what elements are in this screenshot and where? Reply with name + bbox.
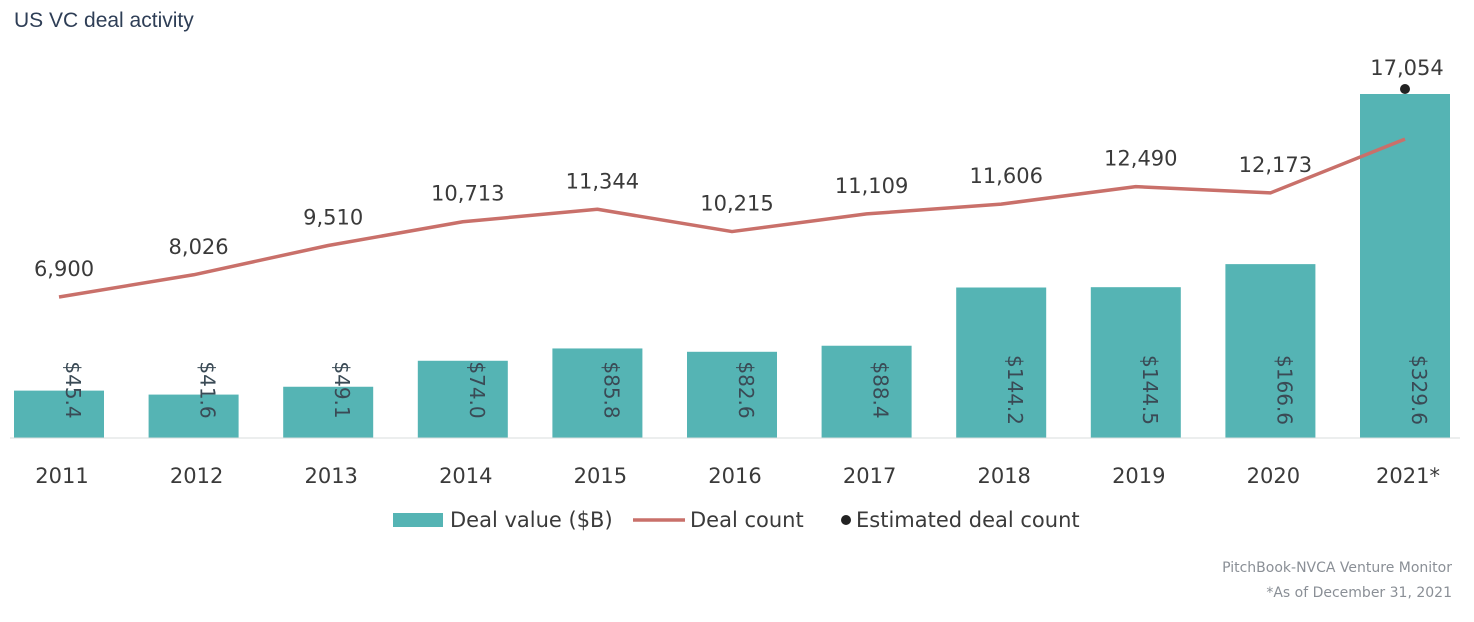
estimated-deal-count-point (1400, 84, 1410, 94)
x-tick-label: 2011 (35, 464, 88, 488)
bar-value-label: $74.0 (465, 361, 489, 418)
bar-2019 (1090, 287, 1181, 438)
deal-count-label: 12,173 (1239, 153, 1312, 177)
deal-count-label: 10,713 (431, 182, 504, 206)
bar-value-label: $41.6 (196, 361, 220, 418)
bar-2013 (283, 386, 374, 438)
bar-2011 (14, 390, 104, 438)
bar-value-label: $82.6 (734, 361, 758, 418)
bar-value-label: $88.4 (869, 361, 893, 418)
bar-2017 (821, 345, 912, 438)
deal-count-label: 8,026 (169, 235, 229, 259)
deal-count-label: 12,490 (1104, 147, 1177, 171)
x-axis-ticks: 2011 2012 2013 2014 2015 2016 2017 2018 2019 2020… (35, 464, 1440, 488)
x-tick-label: 2021* (1376, 464, 1440, 488)
deal-count-label: 6,900 (34, 257, 94, 281)
x-tick-label: 2018 (977, 464, 1030, 488)
legend-marker-estimated (841, 515, 851, 525)
estimated-deal-count-label: 17,054 (1370, 56, 1443, 80)
legend-label-estimated: Estimated deal count (856, 508, 1080, 532)
bar-2016 (687, 351, 777, 438)
bar-series: $45.4 $41.6 $49.1 $74.0 $85.8 $82.6 $88.4 $144.… (14, 94, 1450, 438)
bar-value-label: $329.6 (1407, 355, 1431, 425)
legend-label-deal-count: Deal count (690, 508, 804, 532)
bar-value-label: $144.5 (1138, 355, 1162, 425)
bar-2021 (1360, 94, 1450, 438)
x-tick-label: 2019 (1112, 464, 1165, 488)
chart-title: US VC deal activity (14, 9, 194, 32)
legend: Deal value ($B) Deal count Estimated dea… (393, 508, 1080, 532)
x-tick-label: 2016 (708, 464, 761, 488)
deal-count-label: 11,606 (969, 164, 1042, 188)
bar-2020 (1225, 264, 1316, 438)
bar-2012 (148, 394, 239, 438)
bar-value-label: $85.8 (599, 361, 623, 418)
x-tick-label: 2020 (1247, 464, 1300, 488)
bar-value-label: $49.1 (330, 361, 354, 418)
deal-count-line (58, 137, 1406, 299)
x-tick-label: 2017 (843, 464, 896, 488)
bar-value-label: $166.6 (1272, 355, 1296, 425)
legend-swatch-deal-value (393, 513, 443, 527)
footnote-text: *As of December 31, 2021 (1266, 585, 1452, 601)
source-text: PitchBook-NVCA Venture Monitor (1222, 560, 1452, 576)
deal-count-label: 11,344 (566, 169, 639, 193)
deal-count-label: 10,215 (700, 192, 773, 216)
bar-2015 (552, 348, 643, 438)
x-tick-label: 2012 (170, 464, 223, 488)
bar-2014 (417, 360, 508, 438)
bar-value-label: $45.4 (61, 361, 85, 418)
bar-2018 (956, 287, 1047, 438)
x-tick-label: 2015 (574, 464, 627, 488)
deal-count-label: 9,510 (303, 205, 363, 229)
legend-label-deal-value: Deal value ($B) (450, 508, 613, 532)
bar-value-label: $144.2 (1003, 355, 1027, 425)
deal-count-label: 11,109 (835, 174, 908, 198)
x-tick-label: 2014 (439, 464, 492, 488)
x-tick-label: 2013 (304, 464, 357, 488)
line-series: 6,900 8,026 9,510 10,713 11,344 10,215 11,109 1… (34, 56, 1444, 299)
